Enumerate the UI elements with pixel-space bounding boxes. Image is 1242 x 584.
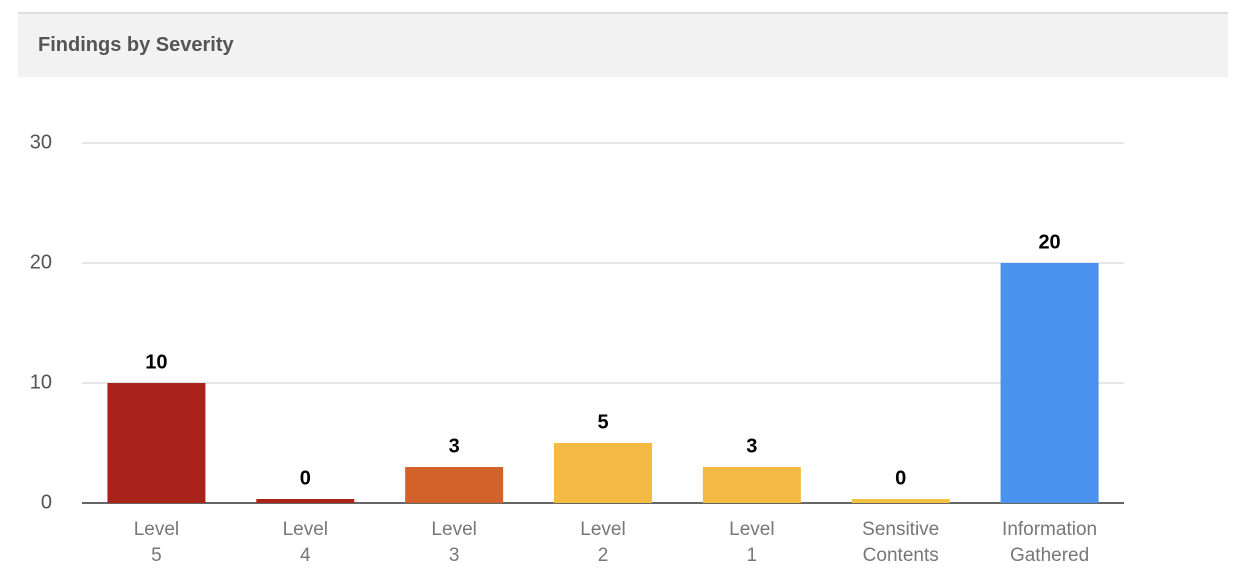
bar xyxy=(256,499,355,503)
data-label: 10 xyxy=(145,351,167,373)
y-tick-label: 10 xyxy=(30,371,52,393)
x-tick-label: Level 1 xyxy=(729,519,775,566)
data-label: 0 xyxy=(300,467,311,489)
x-tick-label: Information Gathered xyxy=(1002,519,1098,566)
data-label: 3 xyxy=(746,435,757,457)
x-tick-label: Level 3 xyxy=(431,519,477,566)
x-tick-label: Level 4 xyxy=(282,519,328,566)
bar xyxy=(554,443,652,503)
data-label: 5 xyxy=(597,411,608,433)
y-tick-label: 30 xyxy=(30,131,52,153)
bar xyxy=(1000,263,1099,503)
chart-title: Findings by Severity xyxy=(38,34,234,56)
y-tick-label: 20 xyxy=(30,251,52,273)
x-tick-label: Level 2 xyxy=(580,519,626,566)
panel-header: Findings by Severity xyxy=(18,12,1228,77)
bar xyxy=(405,467,504,503)
data-label: 0 xyxy=(895,467,906,489)
bar xyxy=(702,467,801,503)
x-tick-label: Level 5 xyxy=(133,519,180,566)
data-label: 20 xyxy=(1038,231,1060,253)
x-tick-label: Sensitive Contents xyxy=(862,519,940,566)
data-label: 3 xyxy=(449,435,460,457)
bar xyxy=(851,499,950,503)
bar xyxy=(107,383,206,503)
y-tick-label: 0 xyxy=(41,491,52,513)
